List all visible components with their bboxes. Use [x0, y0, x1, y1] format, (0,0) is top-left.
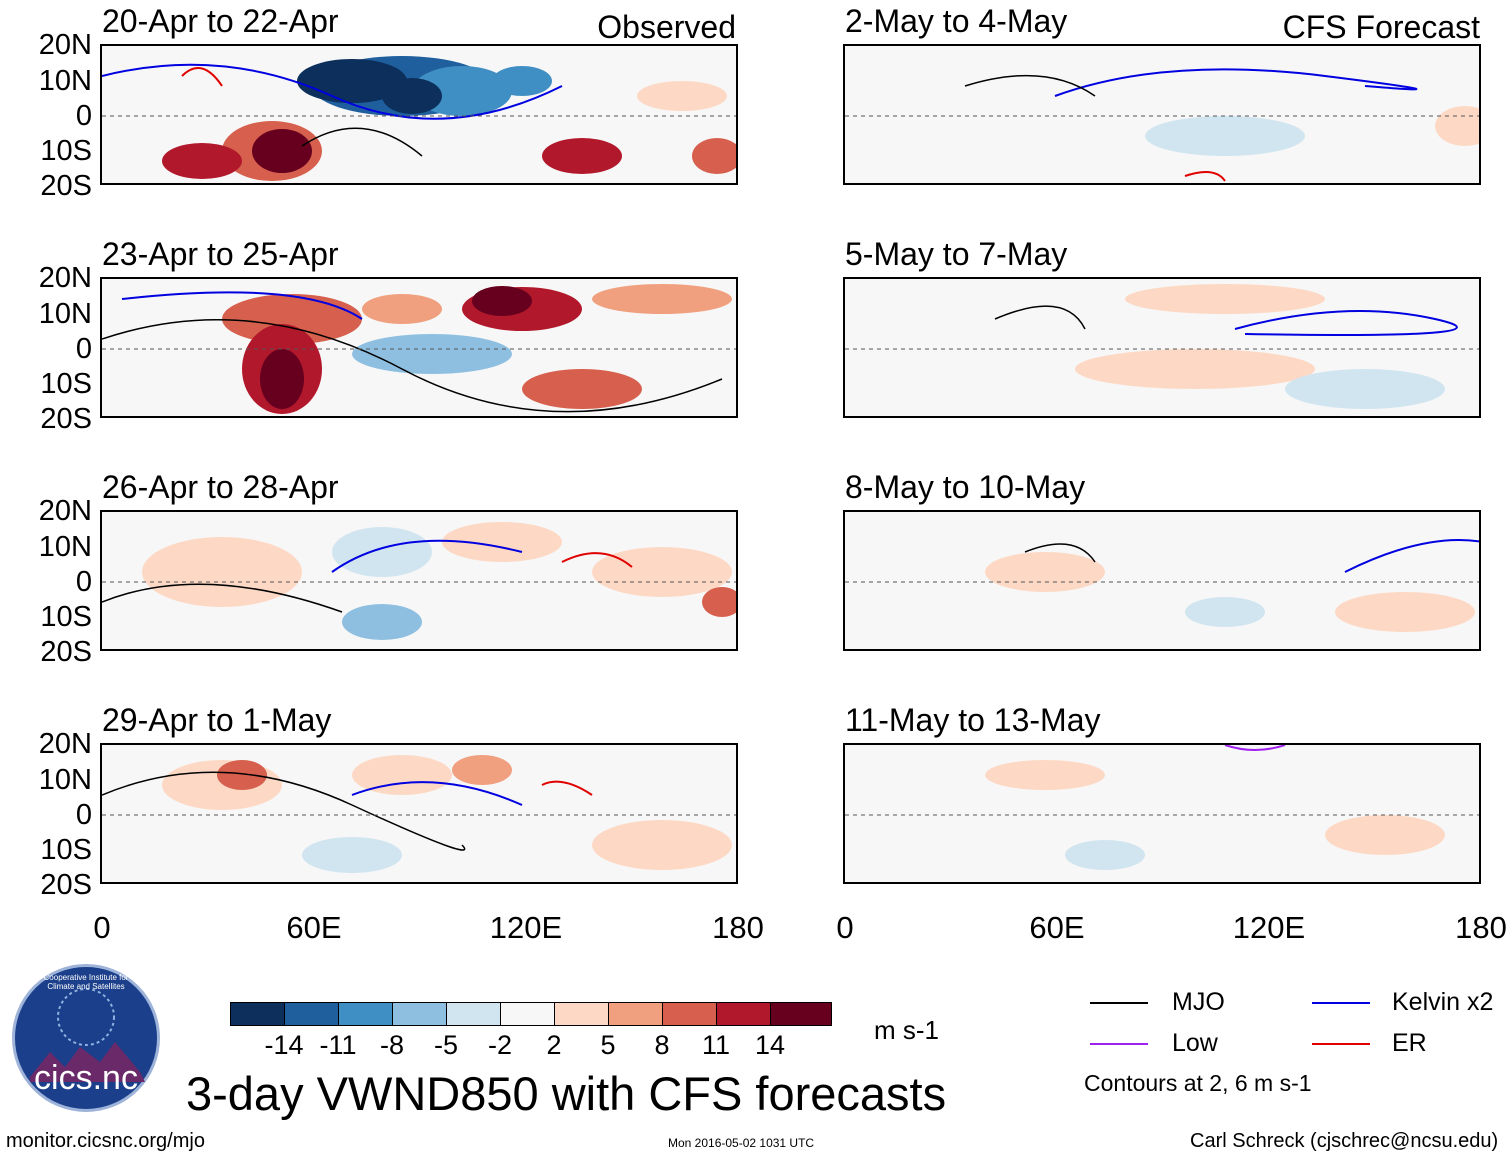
- anomaly-field-fcst-2: [845, 284, 1479, 409]
- colorbar-tick-label: 2: [546, 1030, 562, 1060]
- lat-label-20s: 20S: [40, 636, 92, 668]
- map-panel-obs-3: [100, 510, 738, 651]
- footer-author: Carl Schreck (cjschrec@ncsu.edu): [1190, 1130, 1499, 1152]
- colorbar-swatch: [284, 1002, 339, 1026]
- map-panel-fcst-4: [843, 743, 1481, 884]
- panel-title-fcst-1: 2-May to 4-May: [845, 3, 1068, 39]
- colorbar-swatch: [770, 1002, 832, 1026]
- anomaly-field-fcst-1: [845, 68, 1479, 182]
- colorbar-tick-label: -5: [433, 1030, 458, 1060]
- lat-label-20n: 20N: [38, 262, 92, 294]
- lat-label-10n: 10N: [38, 298, 92, 330]
- colorbar-tick-label: 11: [701, 1030, 731, 1060]
- panel-corner-observed: Observed: [597, 9, 736, 45]
- lon-label-0: 0: [93, 910, 111, 945]
- legend-contours-note: Contours at 2, 6 m s-1: [1084, 1070, 1312, 1096]
- colorbar-swatch: [608, 1002, 663, 1026]
- colorbar-tick-label: 5: [600, 1030, 616, 1060]
- lon-label-120e: 120E: [1232, 910, 1306, 945]
- colorbar-tick-label: -14: [264, 1030, 304, 1060]
- anomaly-field-fcst-4: [845, 745, 1479, 870]
- anomaly-field-obs-3: [102, 522, 736, 640]
- footer-timestamp: Mon 2016-05-02 1031 UTC: [668, 1136, 815, 1150]
- panel-title-obs-4: 29-Apr to 1-May: [102, 702, 332, 738]
- lon-label-60e: 60E: [1029, 910, 1085, 945]
- lat-label-10n: 10N: [38, 531, 92, 563]
- colorbar-swatch: [392, 1002, 447, 1026]
- lat-label-20n: 20N: [38, 495, 92, 527]
- legend-line-kelvin: [1312, 1002, 1370, 1004]
- colorbar-tick-label: -8: [379, 1030, 404, 1060]
- map-panel-obs-4: [100, 743, 738, 884]
- legend-line-mjo: [1090, 1002, 1148, 1004]
- panel-title-obs-2: 23-Apr to 25-Apr: [102, 236, 339, 272]
- legend-line-er: [1312, 1043, 1370, 1045]
- colorbar-swatch: [446, 1002, 501, 1026]
- colorbar-tick-label: 14: [754, 1030, 786, 1060]
- colorbar-tick-label: -2: [487, 1030, 512, 1060]
- anomaly-field-obs-1: [102, 56, 736, 181]
- colorbar-tick-label: -11: [319, 1030, 357, 1060]
- legend-label-mjo: MJO: [1172, 988, 1225, 1016]
- lat-label-20n: 20N: [38, 728, 92, 760]
- colorbar-unit: m s-1: [874, 1015, 939, 1045]
- main-title: 3-day VWND850 with CFS forecasts: [186, 1067, 947, 1120]
- panel-corner-cfs-forecast: CFS Forecast: [1282, 9, 1480, 45]
- colorbar-tick-label: 8: [654, 1030, 670, 1060]
- lat-label-10s: 10S: [40, 368, 92, 400]
- lat-label-0: 0: [75, 100, 92, 132]
- lat-label-10s: 10S: [40, 834, 92, 866]
- map-panel-obs-1: [100, 44, 738, 185]
- map-panel-fcst-1: [843, 44, 1481, 185]
- lon-label-60e: 60E: [286, 910, 342, 945]
- colorbar-swatch: [230, 1002, 285, 1026]
- lat-label-20s: 20S: [40, 170, 92, 202]
- lon-label-180: 180: [1455, 910, 1507, 945]
- colorbar-swatch: [500, 1002, 555, 1026]
- lat-label-0: 0: [75, 566, 92, 598]
- lon-label-180: 180: [712, 910, 764, 945]
- lat-label-20s: 20S: [40, 869, 92, 901]
- lon-label-0: 0: [836, 910, 854, 945]
- lat-label-10s: 10S: [40, 601, 92, 633]
- lat-label-20s: 20S: [40, 403, 92, 435]
- colorbar-swatch: [554, 1002, 609, 1026]
- lon-label-120e: 120E: [489, 910, 563, 945]
- colorbar-swatch: [338, 1002, 393, 1026]
- legend-label-er: ER: [1392, 1029, 1427, 1057]
- panel-title-obs-3: 26-Apr to 28-Apr: [102, 469, 339, 505]
- legend-label-kelvin: Kelvin x2: [1392, 988, 1494, 1016]
- panel-title-obs-1: 20-Apr to 22-Apr: [102, 3, 339, 39]
- lat-label-10n: 10N: [38, 65, 92, 97]
- map-panel-fcst-2: [843, 277, 1481, 418]
- map-panel-obs-2: [100, 277, 738, 418]
- legend-label-low: Low: [1172, 1029, 1218, 1057]
- logo-mountains-icon: [30, 988, 145, 1082]
- legend-line-low: [1090, 1043, 1148, 1045]
- colorbar-swatch: [716, 1002, 771, 1026]
- panel-title-fcst-2: 5-May to 7-May: [845, 236, 1068, 272]
- panel-title-fcst-4: 11-May to 13-May: [845, 702, 1101, 738]
- lat-label-0: 0: [75, 799, 92, 831]
- lat-label-10n: 10N: [38, 764, 92, 796]
- cics-logo: cics.nc Cooperative Institute for Climat…: [12, 964, 160, 1112]
- logo-ring-text: Cooperative Institute for Climate and Sa…: [43, 973, 129, 991]
- panel-title-fcst-3: 8-May to 10-May: [845, 469, 1086, 505]
- anomaly-field-fcst-3: [845, 539, 1479, 632]
- lat-label-10s: 10S: [40, 135, 92, 167]
- lat-label-0: 0: [75, 333, 92, 365]
- lat-label-20n: 20N: [38, 29, 92, 61]
- colorbar-swatch: [662, 1002, 717, 1026]
- anomaly-field-obs-2: [102, 284, 736, 414]
- logo-text: cics.nc: [34, 1059, 138, 1097]
- map-panel-fcst-3: [843, 510, 1481, 651]
- footer-url[interactable]: monitor.cicsnc.org/mjo: [6, 1130, 205, 1152]
- anomaly-field-obs-4: [102, 755, 736, 873]
